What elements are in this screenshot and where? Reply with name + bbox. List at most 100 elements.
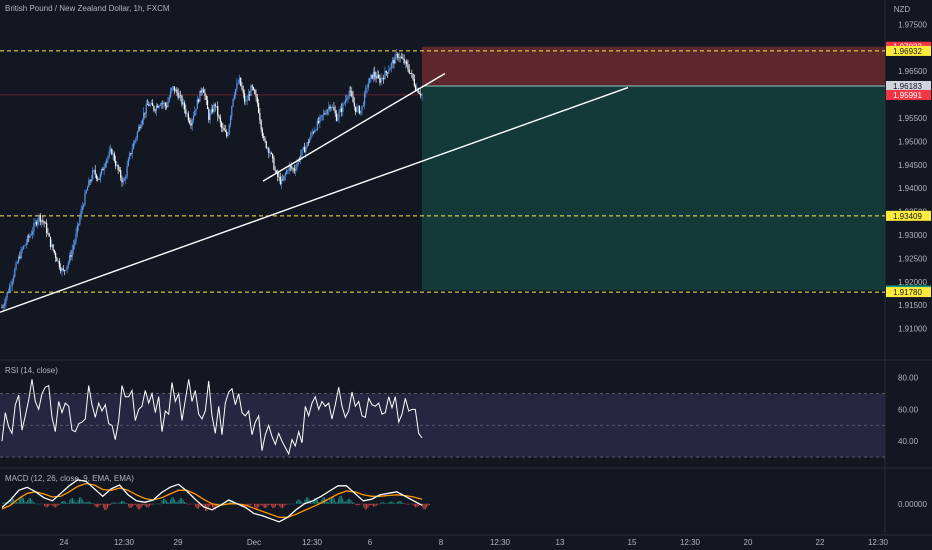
candle-body bbox=[19, 256, 21, 259]
macd-histogram-bar bbox=[45, 503, 47, 508]
macd-histogram-bar bbox=[297, 499, 299, 504]
candle-body bbox=[295, 169, 297, 171]
candle-body bbox=[199, 90, 201, 102]
macd-histogram-bar bbox=[86, 502, 87, 504]
macd-histogram-bar bbox=[100, 503, 101, 505]
candle-body bbox=[159, 104, 161, 106]
time-tick-label: 13 bbox=[556, 538, 565, 547]
candle-body bbox=[189, 120, 191, 124]
candle-body bbox=[415, 85, 417, 91]
macd-histogram-bar bbox=[219, 503, 220, 506]
candle-body bbox=[182, 102, 184, 105]
price-tag-label: 1.93409 bbox=[893, 212, 922, 221]
macd-histogram-bar bbox=[352, 502, 353, 504]
candle-body bbox=[178, 95, 181, 98]
macd-histogram-bar bbox=[262, 503, 264, 507]
candle-body bbox=[34, 222, 36, 224]
candle-body bbox=[388, 70, 390, 74]
price-axis[interactable]: NZD 1.97500 1.96500 1.95500 1.95000 1.94500 1… bbox=[894, 5, 928, 334]
candle-body bbox=[247, 94, 249, 101]
macd-histogram-bar bbox=[207, 503, 209, 509]
candle-body bbox=[266, 147, 269, 149]
macd-histogram-bar bbox=[3, 502, 5, 504]
candle-body bbox=[352, 96, 354, 103]
macd-histogram-bar bbox=[132, 503, 134, 507]
macd-histogram-bar bbox=[121, 500, 122, 504]
macd-histogram-bar bbox=[157, 503, 159, 505]
candle-body bbox=[206, 100, 209, 110]
macd-histogram-bar bbox=[328, 502, 330, 504]
price-tag-label: 1.91780 bbox=[893, 288, 922, 297]
macd-histogram-bar bbox=[401, 501, 402, 504]
macd-histogram-bar bbox=[356, 503, 358, 506]
symbol-title: British Pound / New Zealand Dollar, 1h, … bbox=[5, 4, 170, 13]
candle-body bbox=[40, 220, 43, 222]
macd-histogram-bar bbox=[402, 502, 404, 504]
macd-histogram-bar bbox=[408, 503, 409, 505]
rsi-line bbox=[1, 379, 423, 456]
macd-histogram-bar bbox=[146, 503, 148, 508]
price-tag-bg bbox=[886, 45, 931, 56]
candle-body bbox=[403, 58, 405, 64]
candle-body bbox=[261, 129, 264, 137]
macd-histogram-bar bbox=[317, 499, 318, 504]
candle-body bbox=[305, 147, 307, 153]
rsi-axis: 80.00 60.00 40.00 bbox=[898, 374, 919, 446]
candle-body bbox=[220, 122, 223, 128]
candle-body bbox=[85, 190, 87, 194]
candle-body bbox=[274, 169, 276, 171]
macd-histogram-bar bbox=[55, 503, 57, 508]
macd-histogram-bar bbox=[63, 500, 65, 504]
macd-histogram-bar bbox=[111, 502, 113, 504]
macd-histogram-bar bbox=[429, 503, 430, 506]
candle-body bbox=[380, 78, 382, 83]
time-axis[interactable]: 24 12:30 29 Dec 12:30 6 8 12:30 13 15 12:30 20 22 12:… bbox=[60, 538, 889, 547]
candle-body bbox=[386, 72, 389, 74]
candle-body bbox=[80, 209, 82, 217]
macd-histogram-bar bbox=[398, 500, 400, 504]
candle-body bbox=[240, 77, 242, 86]
candle-body bbox=[210, 108, 212, 114]
macd-histogram-bar bbox=[125, 502, 127, 504]
macd-histogram-bar bbox=[44, 503, 45, 506]
candle-body bbox=[86, 187, 89, 191]
candle-body bbox=[399, 56, 401, 59]
macd-histogram-bar bbox=[329, 499, 331, 504]
short-trend-line bbox=[262, 72, 446, 182]
candle-body bbox=[72, 245, 75, 250]
candle-body bbox=[149, 104, 151, 106]
candle-body bbox=[48, 233, 50, 237]
candle-body bbox=[60, 267, 62, 272]
macd-histogram-bar bbox=[335, 501, 337, 504]
price-tag: 1.96932 bbox=[886, 45, 931, 56]
macd-histogram-bar bbox=[357, 503, 359, 506]
macd-histogram-bar bbox=[192, 503, 194, 505]
macd-histogram-bar bbox=[74, 501, 76, 504]
macd-histogram-bar bbox=[339, 496, 341, 504]
time-tick-label: 8 bbox=[439, 538, 444, 547]
candle-body bbox=[3, 303, 6, 307]
candle-body bbox=[390, 63, 392, 68]
macd-histogram-bar bbox=[115, 502, 117, 504]
macd-histogram-bar bbox=[83, 501, 85, 504]
macd-histogram-bar bbox=[177, 502, 178, 504]
candle-body bbox=[106, 159, 108, 164]
candle-body bbox=[342, 103, 344, 112]
candle-body bbox=[187, 113, 189, 121]
macd-histogram-bar bbox=[139, 503, 141, 510]
candle-body bbox=[287, 170, 289, 171]
candle-body bbox=[97, 178, 99, 180]
macd-histogram-bar bbox=[28, 498, 30, 504]
price-tag-bg bbox=[886, 287, 931, 298]
candle-body bbox=[30, 234, 32, 236]
candle-body bbox=[411, 73, 413, 74]
candle-body bbox=[58, 260, 61, 268]
macd-histogram-bar bbox=[179, 498, 181, 504]
candle-body bbox=[214, 104, 216, 107]
price-tick-label: 1.95000 bbox=[898, 137, 927, 146]
macd-histogram-bar bbox=[126, 503, 128, 504]
candle-body bbox=[400, 56, 403, 59]
macd-histogram-bar bbox=[178, 500, 180, 504]
macd-histogram-bar bbox=[368, 503, 370, 506]
